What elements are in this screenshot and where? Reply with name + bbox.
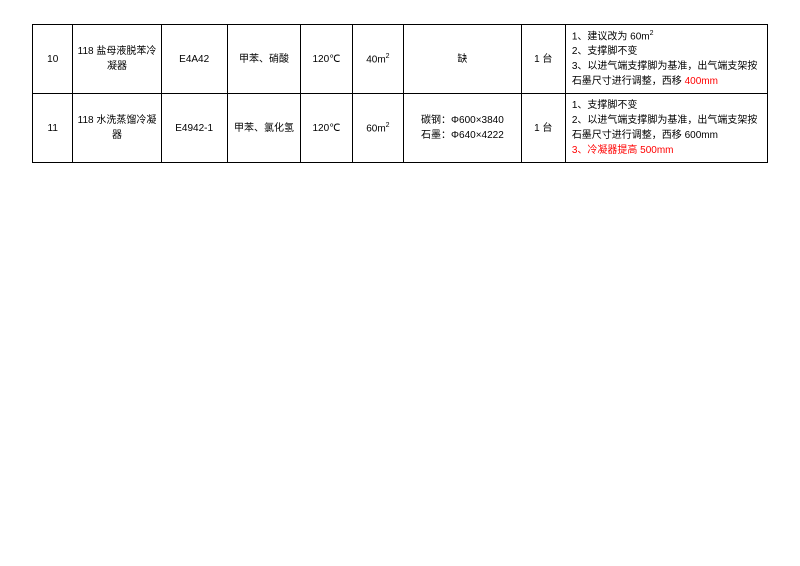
cell-qty: 1 台 [521,25,565,94]
cell-name: 118 水洗蒸馏冷凝器 [73,94,161,163]
cell-temp: 120℃ [301,94,352,163]
cell-note: 1、建议改为 60m2 2、支撑脚不变 3、以进气端支撑脚为基准，出气端支架按石… [565,25,767,94]
cell-area: 60m2 [352,94,403,163]
cell-temp: 120℃ [301,25,352,94]
cell-area: 40m2 [352,25,403,94]
area-value: 60m [366,123,385,134]
cell-qty: 1 台 [521,94,565,163]
cell-note: 1、支撑脚不变 2、以进气端支撑脚为基准，出气端支架按石墨尺寸进行调整，西移 6… [565,94,767,163]
equipment-table: 10 118 盐母液脱苯冷凝器 E4A42 甲苯、硝酸 120℃ 40m2 缺 … [32,24,768,163]
note-line: 1、建议改为 60m [572,31,650,42]
area-value: 40m [366,54,385,65]
note-line: 2、支撑脚不变 [572,46,638,57]
note-line: 3、以进气端支撑脚为基准，出气端支架按石墨尺寸进行调整，西移 [572,61,758,87]
cell-medium: 甲苯、硝酸 [227,25,301,94]
cell-dims: 缺 [404,25,522,94]
cell-name: 118 盐母液脱苯冷凝器 [73,25,161,94]
area-sup: 2 [386,53,390,60]
dims-line: 碳钢：Φ600×3840 [421,115,504,126]
cell-no: 10 [33,25,73,94]
note-line: 2、以进气端支撑脚为基准，出气端支架按石墨尺寸进行调整，西移 600mm [572,115,758,141]
cell-dims: 碳钢：Φ600×3840 石墨：Φ640×4222 [404,94,522,163]
note-sup: 2 [650,30,654,37]
cell-medium: 甲苯、氯化氢 [227,94,301,163]
cell-code: E4942-1 [161,94,227,163]
cell-code: E4A42 [161,25,227,94]
dims-line: 石墨：Φ640×4222 [421,130,504,141]
note-line: 1、支撑脚不变 [572,100,638,111]
page-container: 10 118 盐母液脱苯冷凝器 E4A42 甲苯、硝酸 120℃ 40m2 缺 … [0,0,800,187]
area-sup: 2 [386,122,390,129]
table-row: 10 118 盐母液脱苯冷凝器 E4A42 甲苯、硝酸 120℃ 40m2 缺 … [33,25,768,94]
note-red: 3、冷凝器提高 500mm [572,145,674,156]
note-red: 400mm [685,76,718,87]
table-row: 11 118 水洗蒸馏冷凝器 E4942-1 甲苯、氯化氢 120℃ 60m2 … [33,94,768,163]
cell-no: 11 [33,94,73,163]
